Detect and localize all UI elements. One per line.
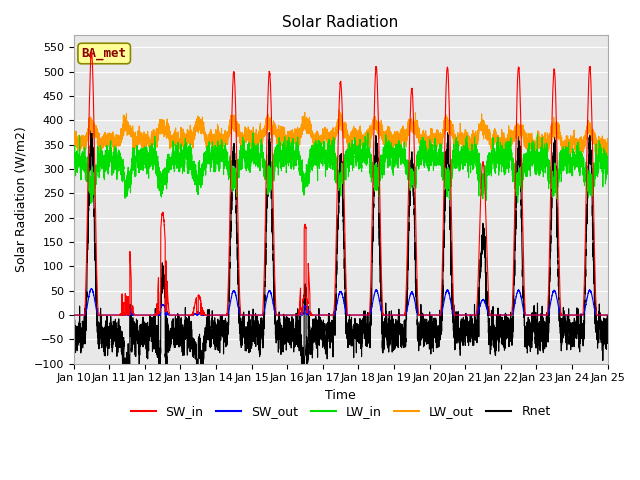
Y-axis label: Solar Radiation (W/m2): Solar Radiation (W/m2) bbox=[15, 127, 28, 273]
Title: Solar Radiation: Solar Radiation bbox=[282, 15, 399, 30]
Text: BA_met: BA_met bbox=[82, 47, 127, 60]
Legend: SW_in, SW_out, LW_in, LW_out, Rnet: SW_in, SW_out, LW_in, LW_out, Rnet bbox=[125, 400, 556, 423]
X-axis label: Time: Time bbox=[325, 389, 356, 402]
